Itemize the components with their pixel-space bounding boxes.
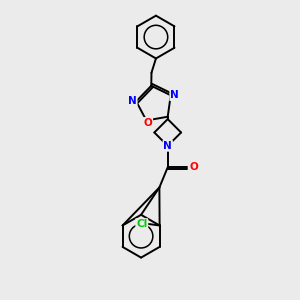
Text: N: N [163, 141, 172, 151]
Text: O: O [189, 162, 198, 172]
Text: N: N [170, 90, 179, 100]
Text: O: O [143, 118, 152, 128]
Text: N: N [128, 96, 137, 106]
Text: Cl: Cl [136, 219, 147, 229]
